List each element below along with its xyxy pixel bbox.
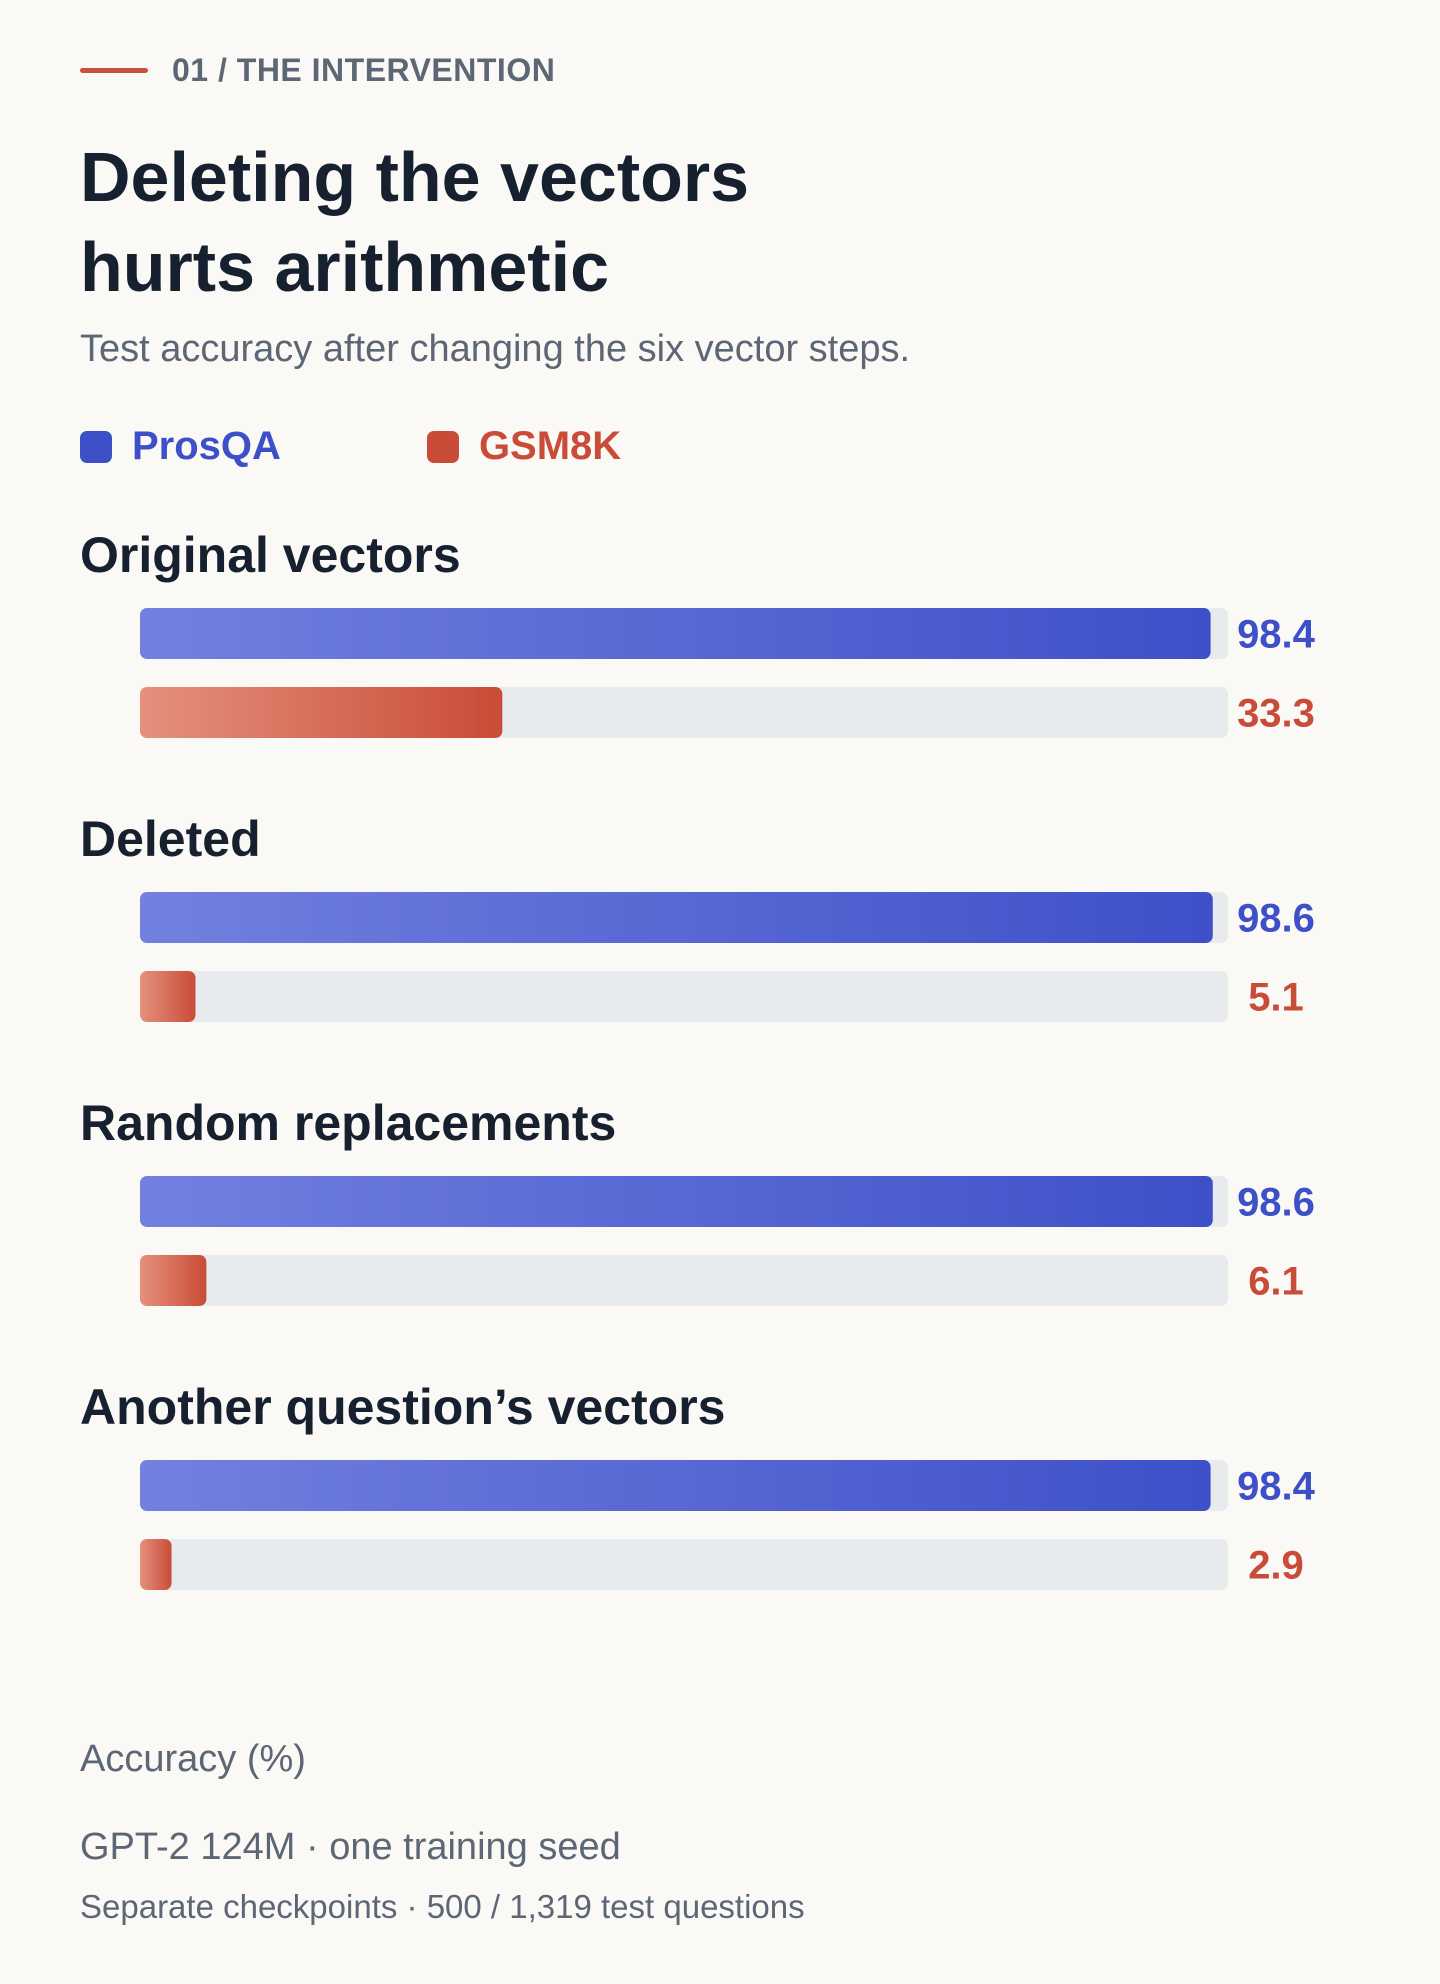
- bar-chart: Original vectors 98.4 33.3 Deleted 98.6 5.1 Ra…: [80, 527, 1316, 1590]
- legend-swatch-prosqa: [80, 430, 112, 463]
- bar-prosqa: [140, 1460, 1211, 1511]
- value-label-gsm8k: 33.3: [1237, 692, 1315, 736]
- group-label: Random replacements: [80, 1095, 616, 1151]
- bar-gsm8k: [140, 971, 196, 1022]
- legend-item-gsm8k: GSM8K: [426, 424, 622, 469]
- eyebrow-rule: [80, 68, 148, 73]
- bar-prosqa: [140, 1176, 1213, 1227]
- bar-track-gsm8k: [140, 971, 1228, 1022]
- title-line-2: hurts arithmetic: [80, 228, 609, 306]
- legend-label-gsm8k: GSM8K: [478, 424, 622, 468]
- group-label: Original vectors: [80, 527, 461, 583]
- eyebrow-text: 01 / THE INTERVENTION: [172, 52, 556, 88]
- value-label-prosqa: 98.6: [1237, 1181, 1315, 1225]
- bar-gsm8k: [140, 1539, 172, 1590]
- bar-gsm8k: [140, 1255, 207, 1306]
- footnote-model: GPT-2 124M · one training seed: [80, 1826, 621, 1868]
- footnote-checkpoints: Separate checkpoints · 500 / 1,319 test …: [80, 1888, 805, 1925]
- bar-gsm8k: [140, 687, 503, 738]
- group-label: Another question’s vectors: [80, 1379, 725, 1435]
- value-label-gsm8k: 5.1: [1248, 976, 1304, 1020]
- chart-title: Deleting the vectors hurts arithmetic: [80, 132, 1080, 312]
- value-label-prosqa: 98.6: [1237, 897, 1315, 941]
- eyebrow: 01 / THE INTERVENTION: [80, 52, 555, 89]
- legend: ProsQA GSM8K: [80, 424, 767, 469]
- value-label-gsm8k: 2.9: [1248, 1544, 1304, 1588]
- chart-subtitle: Test accuracy after changing the six vec…: [80, 328, 911, 370]
- bar-track-gsm8k: [140, 1255, 1228, 1306]
- value-label-prosqa: 98.4: [1237, 613, 1316, 657]
- bar-prosqa: [140, 608, 1211, 659]
- title-line-1: Deleting the vectors: [80, 138, 750, 216]
- legend-label-prosqa: ProsQA: [132, 424, 281, 468]
- value-label-prosqa: 98.4: [1237, 1465, 1316, 1509]
- bar-prosqa: [140, 892, 1213, 943]
- value-label-gsm8k: 6.1: [1248, 1260, 1304, 1304]
- group-label: Deleted: [80, 811, 261, 867]
- axis-label: Accuracy (%): [80, 1738, 306, 1780]
- legend-item-prosqa: ProsQA: [80, 424, 281, 469]
- legend-swatch-gsm8k: [426, 430, 459, 463]
- bar-track-gsm8k: [140, 1539, 1228, 1590]
